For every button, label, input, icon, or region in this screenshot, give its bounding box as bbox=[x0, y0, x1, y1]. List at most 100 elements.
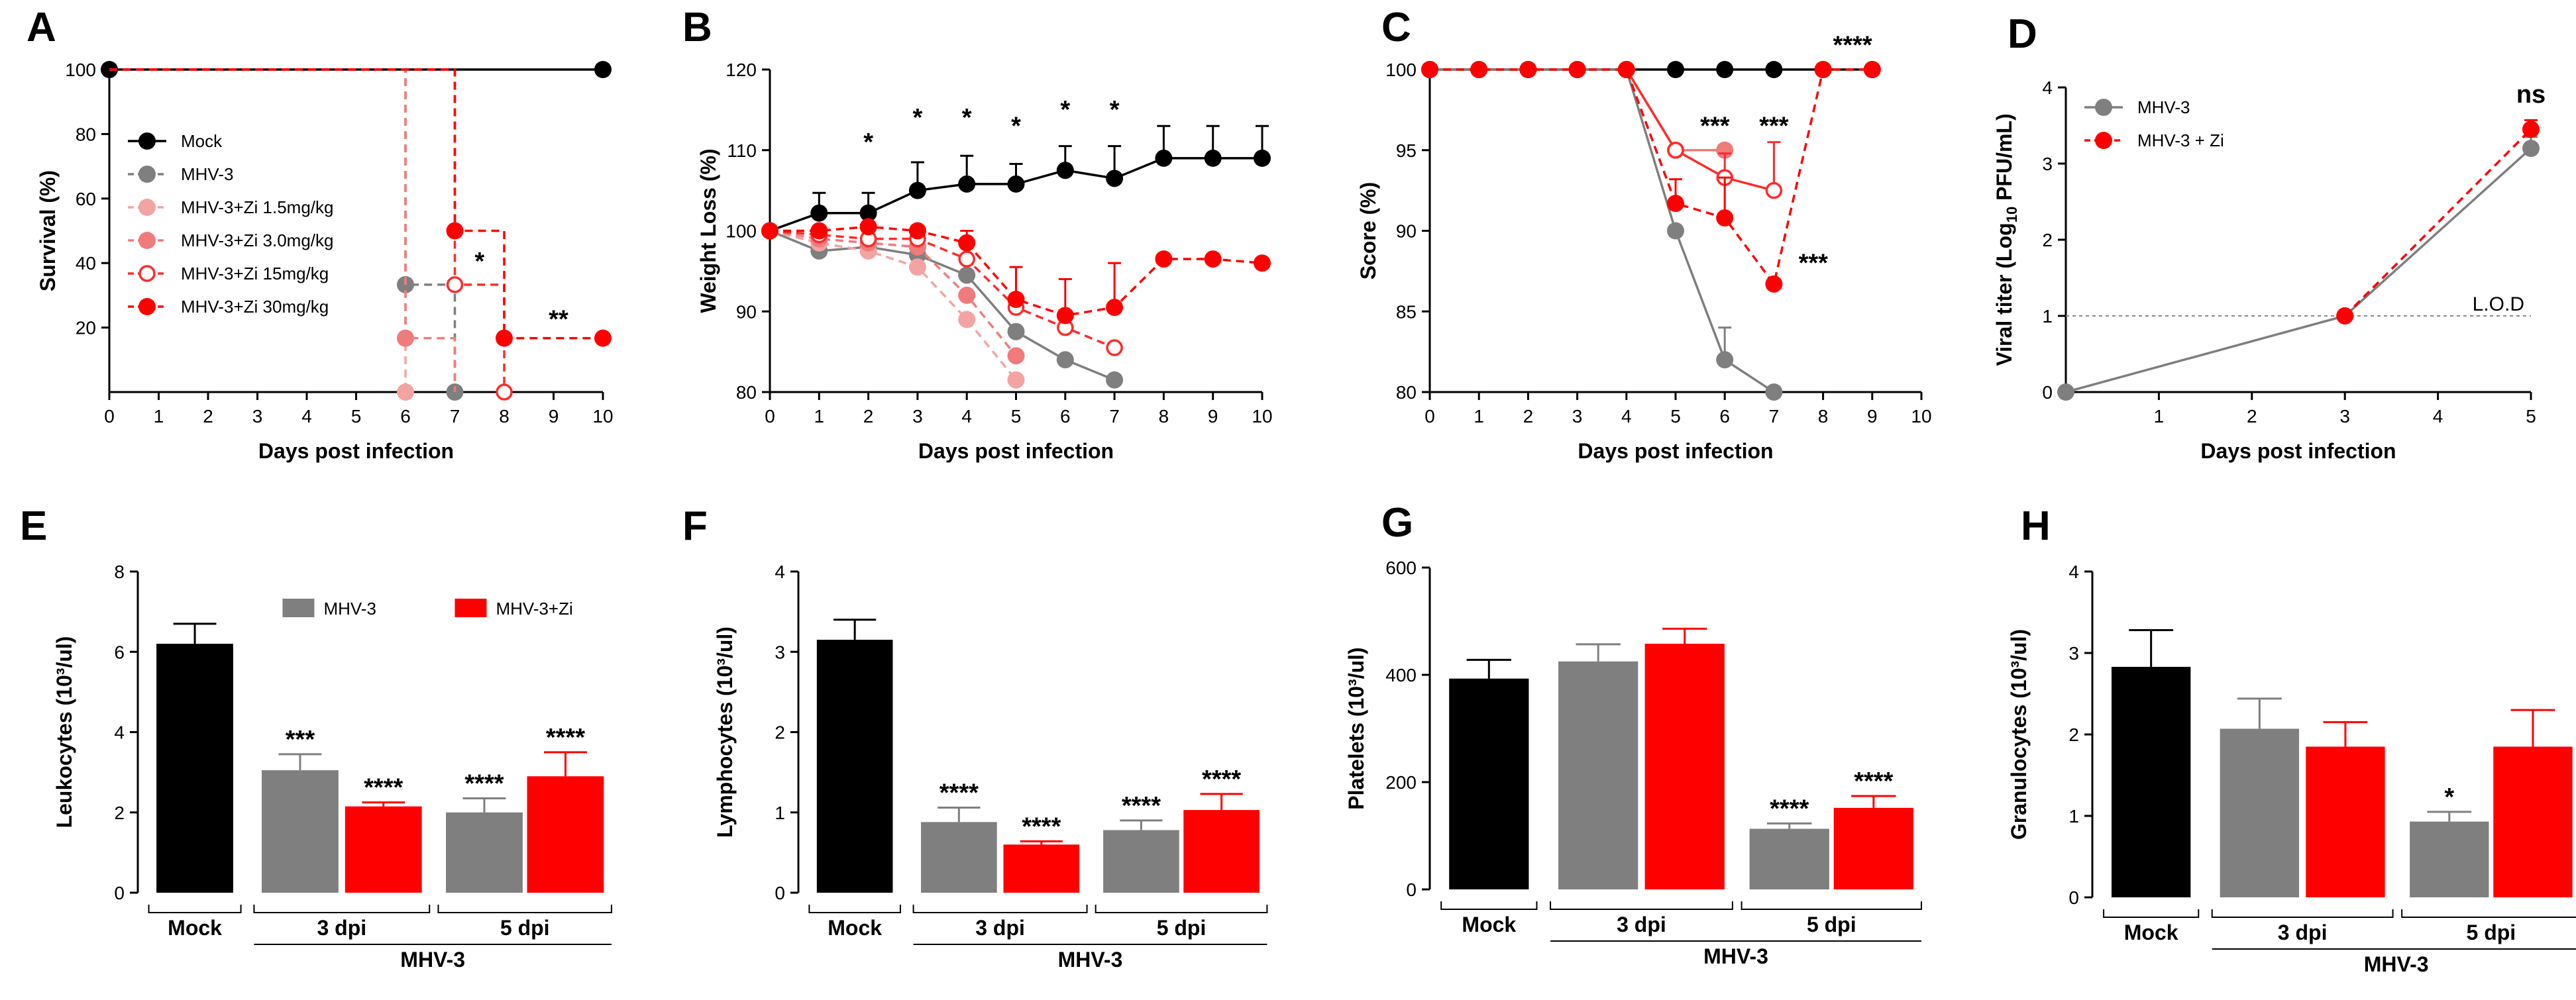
bracket-virus-label: MHV-3 bbox=[1703, 944, 1768, 968]
data-point bbox=[1204, 149, 1222, 167]
x-tick-label: 4 bbox=[2433, 406, 2443, 426]
x-tick-label: 0 bbox=[765, 406, 775, 426]
y-tick-label: 6 bbox=[114, 642, 125, 662]
y-tick-label: 90 bbox=[736, 301, 757, 322]
x-tick-label: 5 bbox=[1011, 406, 1022, 426]
bar bbox=[921, 822, 997, 893]
bracket-mock bbox=[808, 905, 901, 913]
significance-label: **** bbox=[1833, 32, 1872, 60]
x-tick-label: 4 bbox=[1621, 406, 1632, 426]
y-tick-label: 85 bbox=[1396, 301, 1417, 322]
bracket-mock-label: Mock bbox=[828, 916, 882, 940]
x-tick-label: 5 bbox=[1670, 406, 1681, 426]
data-point bbox=[1470, 61, 1488, 78]
bar bbox=[1449, 678, 1529, 889]
y-tick-label: 90 bbox=[1396, 221, 1417, 242]
data-point bbox=[397, 383, 414, 401]
data-point bbox=[2522, 140, 2540, 157]
y-axis-title: Leukocytes (10³/ul) bbox=[52, 636, 76, 828]
data-point bbox=[1106, 299, 1124, 317]
panel-D: D 1 2 3 4 5 0 1 2 3 4 Days post infection Viral tite… bbox=[1992, 11, 2546, 463]
bar bbox=[345, 806, 422, 893]
legend-label: MHV-3 bbox=[181, 164, 233, 184]
x-axis-title: Days post infection bbox=[258, 439, 454, 463]
y-tick-label: 4 bbox=[2042, 77, 2053, 98]
significance-label: *** bbox=[286, 726, 315, 754]
data-point bbox=[1765, 181, 1783, 199]
y-tick-label: 2 bbox=[775, 723, 785, 743]
y-tick-label: 120 bbox=[725, 60, 757, 80]
data-point bbox=[1254, 149, 1271, 167]
data-point bbox=[908, 222, 926, 240]
x-tick-label: 7 bbox=[1769, 406, 1780, 426]
bar bbox=[2220, 728, 2300, 897]
bracket-3dpi bbox=[253, 905, 431, 913]
data-point bbox=[1056, 162, 1074, 179]
data-point bbox=[1155, 250, 1173, 268]
legend-label: MHV-3+Zi 15mg/kg bbox=[181, 264, 329, 283]
x-tick-label: 9 bbox=[1867, 406, 1878, 426]
x-tick-label: 1 bbox=[2154, 406, 2165, 426]
series-line bbox=[769, 229, 1017, 381]
bracket-mock-label: Mock bbox=[168, 916, 222, 940]
data-point bbox=[594, 329, 612, 347]
legend-label: MHV-3 bbox=[323, 599, 376, 619]
data-point bbox=[2057, 383, 2074, 401]
y-tick-label: 3 bbox=[2068, 643, 2079, 664]
x-axis-title: Days post infection bbox=[918, 439, 1114, 463]
data-point bbox=[1007, 347, 1025, 365]
data-point bbox=[958, 175, 976, 193]
y-tick-label: 3 bbox=[775, 642, 785, 662]
data-point bbox=[1617, 61, 1635, 78]
legend-marker bbox=[138, 132, 156, 150]
y-tick-label: 2 bbox=[2068, 725, 2079, 745]
significance-label: **** bbox=[1202, 766, 1241, 793]
series-line bbox=[1430, 68, 1872, 287]
bracket-virus-label: MHV-3 bbox=[1058, 948, 1123, 972]
bracket-3dpi-label: 3 dpi bbox=[2278, 921, 2328, 944]
data-point bbox=[446, 276, 464, 293]
y-axis-title: Survival (%) bbox=[36, 170, 60, 291]
series-line bbox=[1625, 69, 1774, 192]
panel-label-G: G bbox=[1381, 500, 1413, 546]
bar bbox=[1183, 810, 1260, 893]
data-point bbox=[958, 286, 976, 304]
bar bbox=[446, 812, 523, 893]
x-tick-label: 10 bbox=[1911, 406, 1931, 426]
data-point bbox=[1814, 61, 1832, 78]
data-point bbox=[958, 234, 976, 252]
bracket-5dpi-label: 5 dpi bbox=[2467, 921, 2516, 944]
bracket-mock bbox=[1440, 901, 1538, 910]
legend-marker bbox=[138, 166, 156, 183]
x-tick-label: 6 bbox=[400, 406, 411, 426]
significance-label: **** bbox=[1122, 792, 1161, 820]
bracket-3dpi bbox=[1550, 901, 1733, 910]
x-tick-label: 2 bbox=[203, 406, 213, 426]
bracket-5dpi bbox=[1741, 901, 1922, 910]
panel-label-B: B bbox=[682, 5, 712, 50]
panel-F: F 0 1 2 3 4 Lymphocytes (10³/ul) **** **** **** **… bbox=[682, 503, 1268, 972]
x-axis-title: Days post infection bbox=[2200, 439, 2396, 463]
data-point bbox=[1716, 141, 1734, 159]
data-point bbox=[1254, 254, 1271, 272]
data-point bbox=[1106, 170, 1124, 187]
x-tick-label: 4 bbox=[301, 406, 312, 426]
panel-C: C 0 1 2 3 4 5 6 7 8 9 10 80 85 90 95 100 Days post infect… bbox=[1356, 5, 1932, 463]
data-point bbox=[1765, 383, 1783, 401]
x-tick-label: 4 bbox=[961, 406, 972, 426]
bracket-5dpi bbox=[1095, 905, 1268, 913]
data-point bbox=[859, 204, 877, 222]
series-line bbox=[2065, 147, 2532, 393]
bracket-5dpi-label: 5 dpi bbox=[1807, 913, 1856, 936]
x-tick-label: 8 bbox=[1159, 406, 1169, 426]
data-point bbox=[1765, 61, 1783, 78]
x-tick-label: 1 bbox=[814, 406, 825, 426]
y-tick-label: 4 bbox=[775, 562, 785, 582]
x-tick-label: 10 bbox=[592, 406, 613, 426]
panel-label-E: E bbox=[20, 503, 47, 549]
bracket-3dpi bbox=[2211, 909, 2394, 918]
data-point bbox=[1716, 209, 1734, 227]
x-tick-label: 0 bbox=[1424, 406, 1435, 426]
x-tick-label: 8 bbox=[1818, 406, 1829, 426]
